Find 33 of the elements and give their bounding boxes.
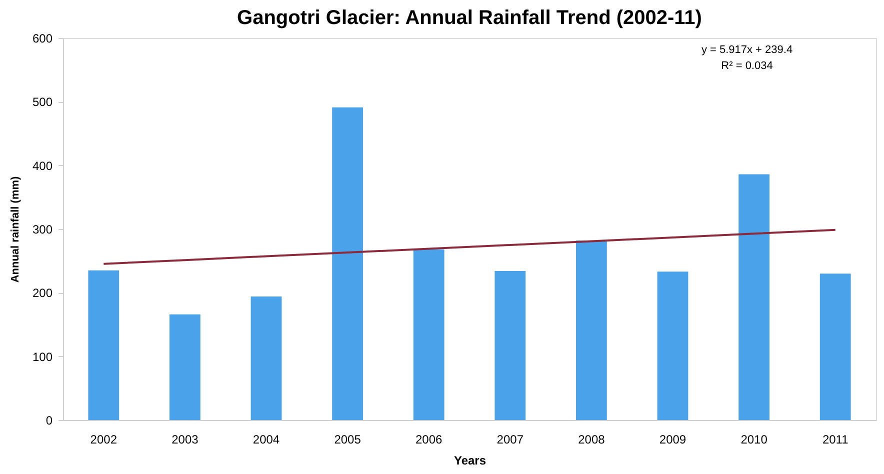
bar <box>88 270 120 420</box>
x-tick-label: 2006 <box>416 432 443 446</box>
x-tick-label: 2007 <box>496 432 524 446</box>
x-tick-label: 2004 <box>252 432 280 446</box>
bar <box>413 249 444 420</box>
x-tick-label: 2010 <box>740 432 768 446</box>
x-tick-label: 2003 <box>172 432 199 446</box>
line-series <box>102 228 836 265</box>
bar <box>332 107 363 420</box>
bar <box>250 296 282 420</box>
y-tick-label: 500 <box>32 95 53 110</box>
y-tick-label: 200 <box>32 286 53 300</box>
bar <box>494 271 526 420</box>
bar <box>820 274 851 420</box>
x-tick-label: 2011 <box>822 432 849 446</box>
y-tick-label: 600 <box>32 32 53 46</box>
y-tick-label: 400 <box>32 158 53 173</box>
bar <box>738 174 770 420</box>
y-tick-label: 0 <box>46 414 53 428</box>
bar <box>657 272 688 420</box>
y-tick-label: 100 <box>32 350 53 364</box>
annotation: y = 5.917x + 239.4 <box>701 44 793 56</box>
y-axis-title: Annual rainfall (mm) <box>9 176 22 283</box>
chart-title: Gangotri Glacier: Annual Rainfall Trend (2002-11) <box>237 7 702 29</box>
x-tick-label: 2009 <box>659 432 686 446</box>
bar <box>576 240 607 420</box>
x-tick-label: 2005 <box>334 432 362 446</box>
bar <box>170 314 200 420</box>
x-axis-title: Years <box>454 454 486 468</box>
annotation: R² = 0.034 <box>721 60 773 72</box>
y-tick-label: 300 <box>32 222 53 236</box>
x-tick-label: 2008 <box>578 432 606 446</box>
x-tick-label: 2002 <box>90 432 118 446</box>
